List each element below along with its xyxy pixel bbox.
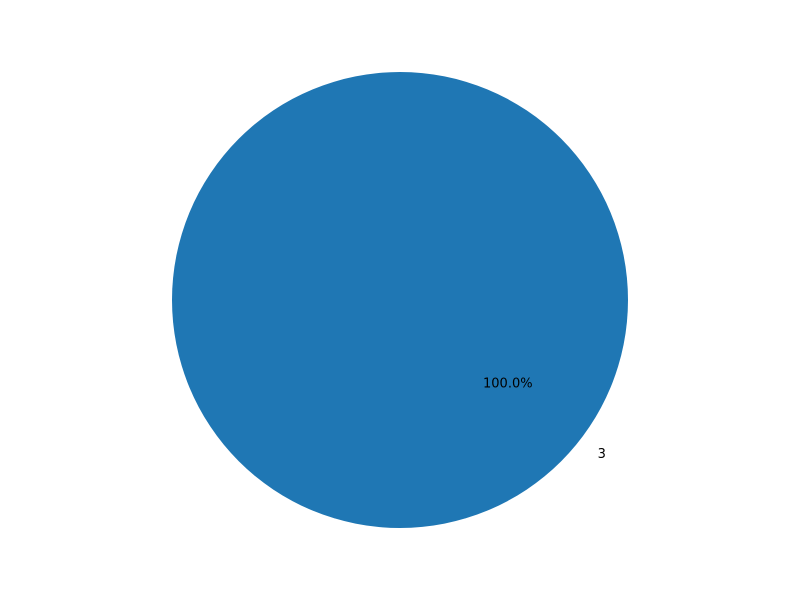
- pie-slices: [172, 72, 628, 528]
- pie-slice: [172, 72, 628, 528]
- pie-labels: 100.0% 3: [483, 377, 606, 462]
- slice-category-label: 3: [598, 447, 606, 462]
- slice-percent-label: 100.0%: [483, 377, 533, 392]
